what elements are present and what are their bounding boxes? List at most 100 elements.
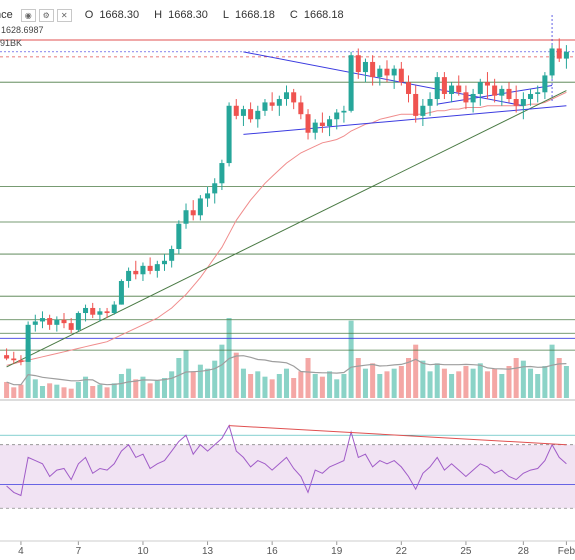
- candle-body: [126, 270, 132, 282]
- volume-bar: [255, 371, 261, 398]
- close-icon[interactable]: ✕: [56, 8, 72, 22]
- volume-bar: [133, 379, 139, 398]
- volume-bar: [470, 368, 476, 398]
- candle-body: [456, 85, 462, 93]
- candle: [556, 38, 562, 62]
- candle: [32, 314, 38, 332]
- candle-body: [449, 85, 455, 94]
- volume-bar: [147, 383, 153, 398]
- candle-body: [556, 48, 562, 59]
- volume-bar: [513, 358, 519, 398]
- candle: [449, 82, 455, 103]
- candle-body: [176, 223, 182, 249]
- high-value: H 1668.30: [154, 9, 208, 21]
- candle: [212, 178, 218, 204]
- triangle-upper-line: [243, 51, 524, 107]
- candle-body: [140, 265, 146, 275]
- candle: [398, 61, 404, 86]
- candle: [269, 92, 275, 111]
- candle: [391, 65, 397, 89]
- volume-bar: [456, 371, 462, 398]
- candle: [542, 72, 548, 100]
- ascending-trendline: [6, 90, 567, 368]
- volume-bar: [83, 376, 89, 398]
- volume-bar: [542, 366, 548, 398]
- candle: [169, 245, 175, 268]
- candle: [54, 316, 60, 332]
- volume-ma-line: [6, 355, 567, 386]
- candle: [513, 85, 519, 113]
- candle-body: [197, 198, 203, 216]
- candle: [291, 88, 297, 110]
- volume-bar: [126, 368, 132, 398]
- candle-body: [4, 355, 10, 359]
- volume-bar: [118, 374, 124, 398]
- candle: [499, 85, 505, 106]
- volume-bar: [283, 368, 290, 398]
- x-axis: [0, 540, 575, 545]
- candle-body: [434, 77, 440, 100]
- volume-bar: [305, 358, 311, 398]
- candle-body: [355, 55, 361, 73]
- candle: [226, 102, 232, 167]
- candle-body: [47, 318, 53, 325]
- settings-icon[interactable]: ⚙: [38, 8, 54, 22]
- open-value: O 1668.30: [84, 9, 140, 21]
- rsi-line: [6, 424, 567, 497]
- candle: [406, 75, 412, 103]
- candle: [283, 85, 290, 106]
- candle-body: [506, 88, 512, 100]
- volume-bar: [449, 374, 455, 398]
- volume-bar: [492, 368, 498, 398]
- candle: [327, 115, 333, 137]
- candle-body: [32, 321, 38, 325]
- eye-icon[interactable]: ◉: [20, 8, 36, 22]
- volume-bar: [176, 358, 182, 398]
- volume-bar: [327, 371, 333, 398]
- volume-bar: [556, 358, 562, 398]
- volume-bar: [312, 374, 318, 398]
- candle: [140, 262, 146, 282]
- candle-body: [542, 75, 548, 93]
- candle: [370, 55, 376, 86]
- ma-value-label: 1628.6987: [0, 25, 45, 35]
- candle-body: [384, 68, 390, 76]
- candle: [219, 159, 225, 191]
- x-tick-label: 16: [266, 546, 278, 557]
- candle: [262, 99, 268, 116]
- horizontal-levels: [0, 39, 575, 351]
- volume-bar: [377, 374, 383, 398]
- volume-bar: [398, 366, 404, 398]
- candle: [240, 105, 246, 126]
- volume-bar: [233, 352, 239, 398]
- volume-bar: [161, 378, 167, 398]
- volume-bar: [75, 382, 81, 398]
- candle-body: [262, 102, 268, 111]
- candle-body: [298, 102, 304, 115]
- volume-bar: [362, 368, 368, 398]
- candle-body: [205, 193, 211, 199]
- volume-bar: [298, 371, 304, 398]
- volume-bar: [140, 376, 146, 398]
- candle: [39, 311, 45, 329]
- volume-bar: [319, 376, 325, 398]
- volume-bar: [499, 374, 505, 398]
- candle: [520, 92, 526, 120]
- candle-body: [83, 307, 89, 314]
- x-tick-label: 13: [201, 546, 214, 557]
- candle: [90, 302, 96, 319]
- candle-body: [18, 360, 24, 362]
- candle: [104, 307, 110, 319]
- volume-bar: [441, 368, 447, 398]
- triangle-lower-line: [243, 105, 567, 135]
- volume-bar: [506, 366, 512, 398]
- candle-body: [161, 260, 167, 265]
- volume-bar: [240, 368, 246, 398]
- candle: [126, 267, 132, 288]
- candle-body: [341, 110, 347, 113]
- volume-bar: [68, 388, 74, 398]
- candle-body: [348, 55, 354, 111]
- candle: [528, 88, 534, 106]
- volume-bar: [391, 368, 397, 398]
